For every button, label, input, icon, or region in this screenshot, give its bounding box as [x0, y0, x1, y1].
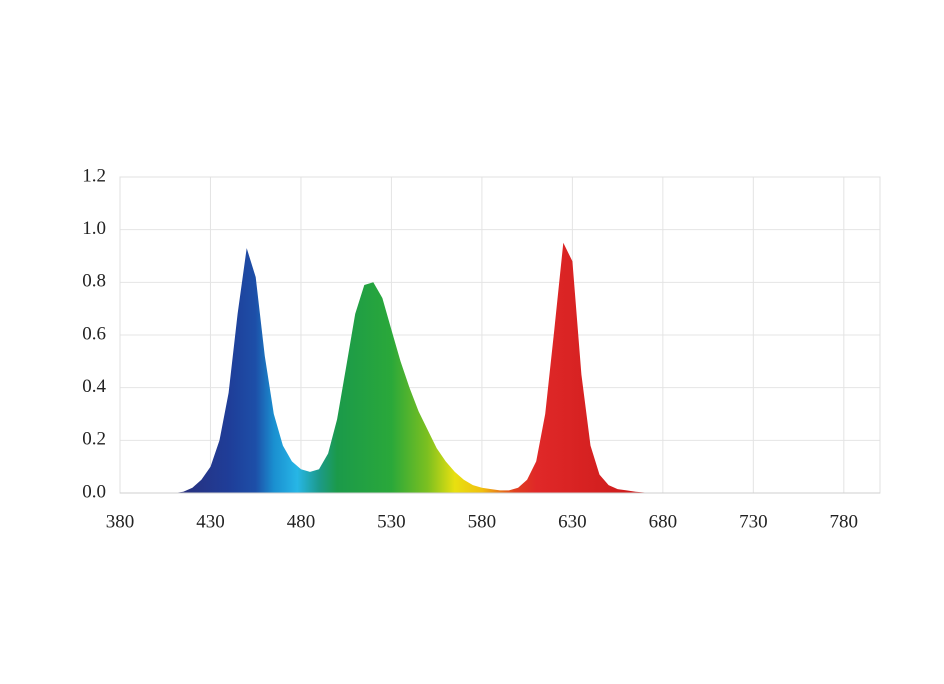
- y-tick-label: 0.0: [82, 481, 106, 502]
- spectrum-area: [174, 242, 654, 493]
- x-tick-label: 480: [287, 511, 316, 532]
- x-tick-label: 680: [649, 511, 678, 532]
- x-tick-label: 530: [377, 511, 406, 532]
- y-tick-label: 1.0: [82, 218, 106, 239]
- y-tick-label: 0.2: [82, 429, 106, 450]
- x-tick-label: 580: [468, 511, 497, 532]
- x-tick-label: 730: [739, 511, 768, 532]
- y-tick-label: 1.2: [82, 165, 106, 186]
- y-tick-label: 0.6: [82, 323, 106, 344]
- x-tick-label: 380: [106, 511, 135, 532]
- y-tick-label: 0.4: [82, 376, 106, 397]
- y-tick-label: 0.8: [82, 271, 106, 292]
- x-tick-label: 780: [830, 511, 859, 532]
- x-tick-label: 430: [196, 511, 225, 532]
- x-tick-label: 630: [558, 511, 587, 532]
